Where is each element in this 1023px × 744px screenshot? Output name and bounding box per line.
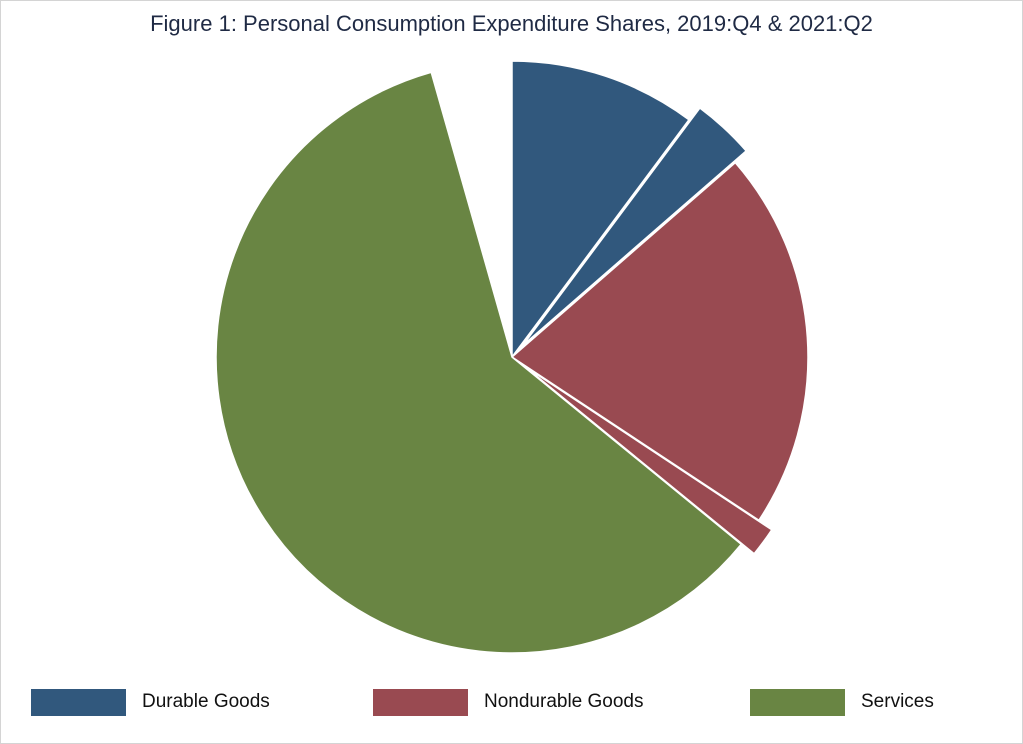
- legend-item-durable-goods: Durable Goods: [31, 687, 270, 717]
- legend-swatch-nondurable-goods: [373, 688, 468, 716]
- legend-label-services: Services: [861, 691, 934, 712]
- pie-slice-durable-goods-exploded: [522, 106, 748, 346]
- legend-item-nondurable-goods: Nondurable Goods: [373, 687, 644, 717]
- legend-item-services: Services: [750, 687, 934, 717]
- pie-slice-durable-goods: [511, 60, 691, 360]
- chart-title: Figure 1: Personal Consumption Expenditu…: [150, 11, 873, 36]
- legend-label-durable-goods: Durable Goods: [142, 691, 270, 712]
- legend-label-nondurable-goods: Nondurable Goods: [484, 691, 644, 712]
- pie-slice-nondurable-goods-exploded: [524, 365, 773, 555]
- pie-slice-services: [215, 71, 743, 654]
- legend-swatch-durable-goods: [31, 688, 126, 716]
- legend: Durable Goods Nondurable Goods Services: [31, 687, 991, 717]
- pie-slice-nondurable-goods: [510, 161, 809, 522]
- pie-chart: [215, 60, 809, 654]
- legend-swatch-services: [750, 688, 845, 716]
